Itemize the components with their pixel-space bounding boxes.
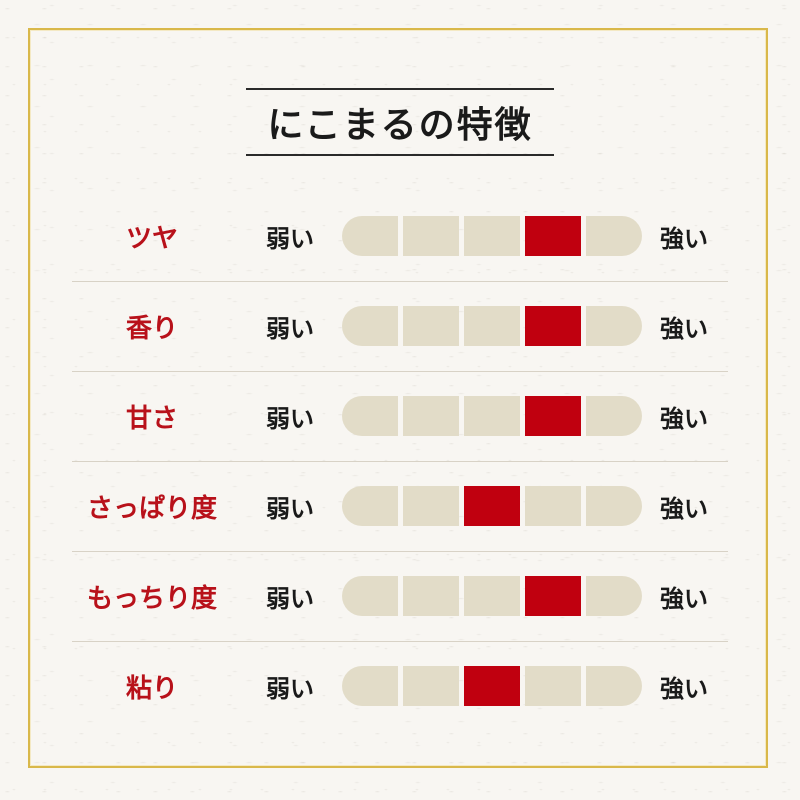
scale-segment <box>342 216 398 256</box>
level-marker <box>525 396 581 436</box>
scale-segment <box>586 486 642 526</box>
level-marker <box>525 576 581 616</box>
scale-segment <box>464 306 520 346</box>
scale-segment <box>342 306 398 346</box>
scale-segment <box>403 486 459 526</box>
characteristic-row: さっぱり度 弱い 強い <box>72 461 728 551</box>
characteristic-label: 甘さ <box>125 403 178 434</box>
weak-label: 弱い <box>266 404 314 433</box>
strong-label: 強い <box>660 494 708 523</box>
level-scale <box>342 666 642 706</box>
level-scale <box>342 396 642 436</box>
page-title: にこまるの特徴 <box>267 104 533 146</box>
row-divider <box>72 281 728 282</box>
scale-segment <box>525 666 581 706</box>
level-scale <box>342 306 642 346</box>
level-scale <box>342 486 642 526</box>
scale-segment <box>342 666 398 706</box>
weak-label: 弱い <box>266 224 314 253</box>
level-scale <box>342 576 642 616</box>
weak-label: 弱い <box>266 314 314 343</box>
level-marker <box>525 216 581 256</box>
scale-segment <box>464 396 520 436</box>
weak-label: 弱い <box>266 494 314 523</box>
title-box: にこまるの特徴 <box>246 88 554 156</box>
characteristic-label: もっちり度 <box>86 583 217 614</box>
scale-segment <box>403 396 459 436</box>
scale-segment <box>586 576 642 616</box>
scale-segment <box>525 486 581 526</box>
row-divider <box>72 461 728 462</box>
level-scale <box>342 216 642 256</box>
characteristic-row: 粘り 弱い 強い <box>72 641 728 731</box>
characteristic-label: 粘り <box>125 673 178 704</box>
scale-segment <box>464 576 520 616</box>
scale-segment <box>403 576 459 616</box>
characteristic-row: 香り 弱い 強い <box>72 281 728 371</box>
row-divider <box>72 641 728 642</box>
weak-label: 弱い <box>266 674 314 703</box>
strong-label: 強い <box>660 224 708 253</box>
scale-segment <box>586 216 642 256</box>
characteristic-row: 甘さ 弱い 強い <box>72 371 728 461</box>
scale-segment <box>464 216 520 256</box>
strong-label: 強い <box>660 404 708 433</box>
strong-label: 強い <box>660 674 708 703</box>
scale-segment <box>403 666 459 706</box>
characteristic-row: ツヤ 弱い 強い <box>72 191 728 281</box>
characteristic-row: もっちり度 弱い 強い <box>72 551 728 641</box>
level-marker <box>464 486 520 526</box>
scale-segment <box>586 396 642 436</box>
scale-segment <box>342 486 398 526</box>
level-marker <box>464 666 520 706</box>
scale-segment <box>342 576 398 616</box>
scale-segment <box>586 306 642 346</box>
row-divider <box>72 551 728 552</box>
scale-segment <box>586 666 642 706</box>
scale-segment <box>403 216 459 256</box>
gold-frame <box>28 28 768 768</box>
strong-label: 強い <box>660 584 708 613</box>
scale-segment <box>342 396 398 436</box>
characteristic-label: ツヤ <box>125 223 178 254</box>
row-divider <box>72 371 728 372</box>
characteristic-label: さっぱり度 <box>86 493 217 524</box>
characteristic-label: 香り <box>125 313 178 344</box>
strong-label: 強い <box>660 314 708 343</box>
weak-label: 弱い <box>266 584 314 613</box>
scale-segment <box>403 306 459 346</box>
level-marker <box>525 306 581 346</box>
